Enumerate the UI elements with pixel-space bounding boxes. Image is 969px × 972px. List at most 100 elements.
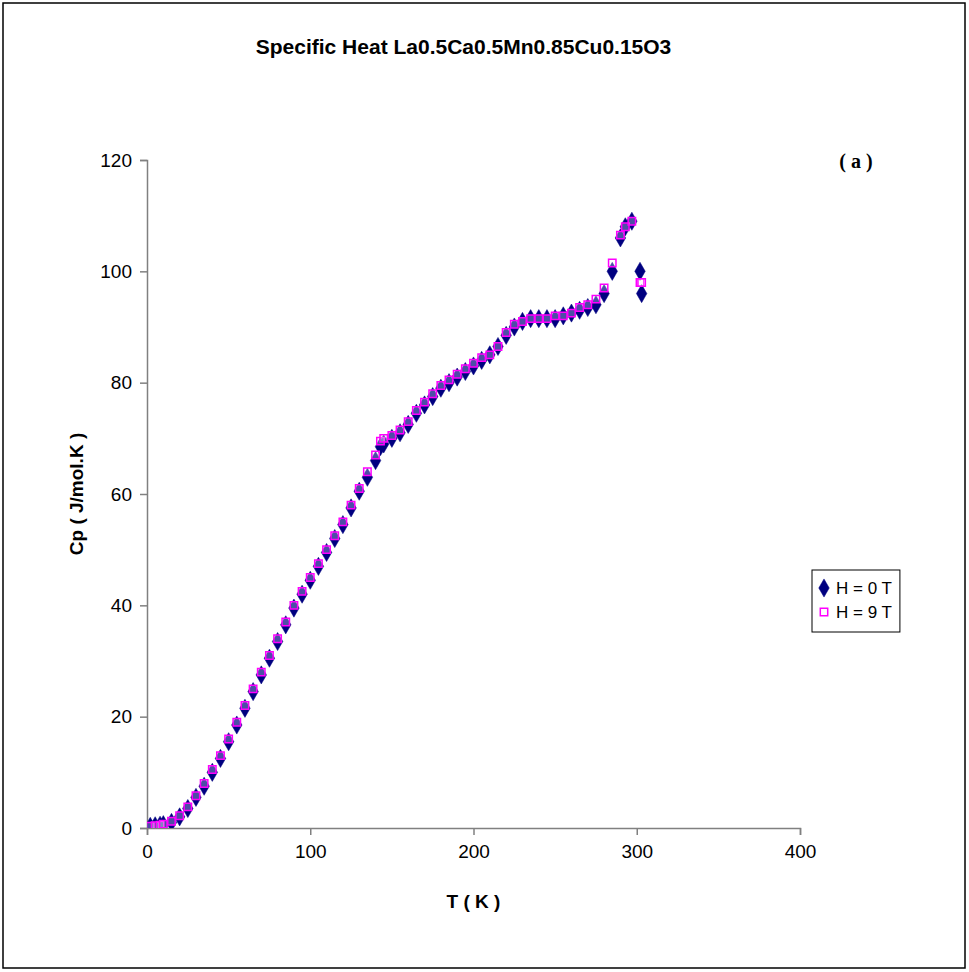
point: [551, 312, 558, 319]
series-1: [147, 218, 645, 828]
point: [453, 371, 460, 378]
point: [339, 518, 346, 525]
x-tick-mark: [800, 828, 802, 835]
point: [493, 337, 503, 355]
y-tick-mark: [140, 828, 147, 830]
legend-box: [812, 570, 900, 632]
y-axis: 020406080100120: [100, 150, 147, 839]
point: [258, 668, 265, 675]
y-tick: 100: [100, 261, 147, 282]
y-tick-mark: [140, 605, 147, 607]
point: [592, 295, 599, 302]
y-tick: 20: [111, 706, 147, 727]
point: [411, 404, 421, 422]
point: [388, 432, 395, 439]
y-tick: 80: [111, 372, 147, 393]
point: [542, 310, 552, 328]
point: [184, 803, 191, 810]
point: [362, 468, 372, 486]
point: [330, 529, 340, 547]
point: [421, 398, 428, 405]
point: [501, 326, 511, 344]
point: [158, 816, 168, 828]
marks: [147, 212, 647, 828]
point: [354, 482, 364, 500]
point: [486, 351, 493, 358]
point: [437, 382, 444, 389]
point: [396, 426, 403, 433]
point: [183, 799, 193, 817]
series-0: [147, 212, 647, 828]
point: [550, 310, 560, 328]
point: [485, 346, 495, 364]
x-tick: 300: [621, 828, 653, 862]
point: [404, 418, 411, 425]
x-tick: 100: [295, 828, 327, 862]
legend-marker: [820, 608, 827, 615]
point: [519, 318, 526, 325]
point: [191, 788, 201, 806]
y-tick: 40: [111, 595, 147, 616]
x-tick-label: 100: [295, 841, 327, 862]
x-tick-mark: [637, 828, 639, 835]
point: [525, 310, 535, 328]
point: [160, 820, 167, 827]
legend-label: H = 0 T: [836, 579, 892, 598]
point: [609, 259, 616, 266]
point: [452, 368, 462, 386]
point: [232, 716, 242, 734]
point: [323, 546, 330, 553]
point: [584, 301, 591, 308]
point: [427, 388, 437, 406]
point: [635, 262, 645, 280]
y-tick-mark: [140, 382, 147, 384]
y-tick: 0: [121, 818, 147, 839]
x-tick-label: 300: [621, 841, 653, 862]
point: [290, 602, 297, 609]
point: [209, 766, 216, 773]
y-tick-label: 20: [111, 706, 132, 727]
point: [207, 763, 217, 781]
point: [264, 649, 274, 667]
legend-label: H = 9 T: [836, 603, 892, 622]
point: [558, 307, 568, 325]
y-tick-label: 40: [111, 595, 132, 616]
x-tick-label: 400: [785, 841, 817, 862]
point: [281, 616, 291, 634]
point: [241, 702, 248, 709]
point: [372, 451, 379, 458]
point: [476, 351, 486, 369]
point: [364, 468, 371, 475]
point: [346, 499, 356, 517]
y-tick: 60: [111, 484, 147, 505]
point: [338, 516, 348, 534]
y-tick-mark: [140, 716, 147, 718]
point: [560, 312, 567, 319]
x-tick: 400: [785, 828, 817, 862]
point: [534, 310, 544, 328]
x-tick-mark: [473, 828, 475, 835]
point: [395, 424, 405, 442]
y-axis-title: Cp ( J/mol.K ): [66, 433, 87, 555]
point: [600, 284, 607, 291]
y-tick-label: 60: [111, 484, 132, 505]
x-axis-line: [148, 829, 801, 836]
point: [568, 309, 575, 316]
y-tick-mark: [140, 271, 147, 273]
point: [256, 666, 266, 684]
point: [249, 685, 256, 692]
point: [628, 218, 635, 225]
point: [272, 632, 282, 650]
point: [502, 329, 509, 336]
point: [638, 279, 645, 286]
point: [356, 485, 363, 492]
point: [460, 362, 470, 380]
point: [168, 818, 175, 825]
point: [297, 585, 307, 603]
point: [217, 752, 224, 759]
annotation: ( a ): [839, 150, 872, 173]
point: [543, 315, 550, 322]
point: [615, 229, 625, 247]
point: [313, 557, 323, 575]
point: [511, 321, 518, 328]
